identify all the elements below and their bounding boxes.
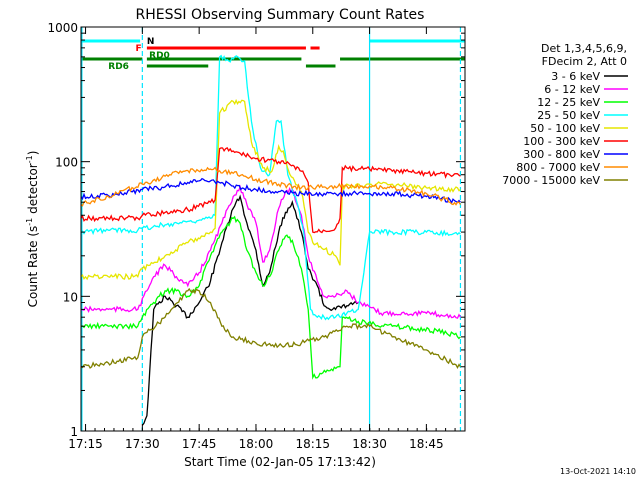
x-axis-title: Start Time (02-Jan-05 17:13:42) [184, 455, 376, 469]
series-line-2 [80, 215, 461, 380]
footer-date: 13-Oct-2021 14:10 [560, 467, 636, 476]
legend-label-6: 300 - 800 keV [523, 148, 600, 161]
x-tick-label-6: 18:45 [409, 437, 444, 451]
flag-bars: NF RD0 RD6 [81, 37, 465, 72]
y-axis-title: Count Rate (s-1 detector-1) [25, 151, 40, 308]
series-line-7 [80, 166, 462, 207]
y-axis-ticks: 1 10 100 1000 [47, 21, 465, 439]
y-axis-title-main: Count Rate (s [26, 226, 40, 308]
series-line-6 [80, 177, 461, 205]
y-axis-title-sup2: -1 [25, 155, 34, 163]
x-tick-label-1: 17:30 [125, 437, 160, 451]
x-tick-label-0: 17:15 [68, 437, 103, 451]
series-line-4 [80, 98, 461, 281]
flag-label-rd6: RD6 [108, 62, 129, 72]
series-lines [80, 54, 462, 426]
y-tick-label-1: 10 [63, 290, 78, 304]
y-axis-title-end: ) [26, 151, 40, 156]
flag-label-f: F [136, 44, 142, 54]
series-line-5 [80, 147, 461, 234]
legend-label-5: 100 - 300 keV [523, 135, 600, 148]
series-line-3 [80, 54, 461, 321]
flag-label-n: N [147, 37, 155, 47]
legend-label-0: 3 - 6 keV [551, 70, 600, 83]
legend-label-2: 12 - 25 keV [537, 96, 600, 109]
legend-label-8: 7000 - 15000 keV [502, 174, 600, 187]
y-axis-title-sup1: -1 [25, 218, 34, 226]
y-axis-title-mid: detector [26, 163, 40, 218]
plot-frame [80, 26, 466, 432]
chart-title: RHESSI Observing Summary Count Rates [136, 7, 425, 23]
x-axis-ticks: 17:15 17:30 17:45 18:00 18:15 18:30 18:45 [68, 27, 456, 451]
series-line-0 [141, 194, 359, 426]
legend-label-7: 800 - 7000 keV [516, 161, 600, 174]
vertical-markers [81, 27, 462, 431]
legend-label-3: 25 - 50 keV [537, 109, 600, 122]
y-tick-label-0: 1 [70, 425, 78, 439]
y-tick-label-3: 1000 [47, 21, 78, 35]
legend-heading-detectors: Det 1,3,4,5,6,9, [541, 42, 627, 55]
legend-heading-decimation: FDecim 2, Att 0 [542, 55, 627, 68]
x-tick-label-2: 17:45 [182, 437, 217, 451]
y-tick-label-2: 100 [55, 156, 78, 170]
x-tick-label-4: 18:15 [295, 437, 330, 451]
legend-label-4: 50 - 100 keV [530, 122, 600, 135]
flag-label-rd0: RD0 [149, 51, 170, 61]
x-tick-label-3: 18:00 [239, 437, 274, 451]
legend-label-1: 6 - 12 keV [544, 83, 600, 96]
x-tick-label-5: 18:30 [352, 437, 387, 451]
series-line-8 [80, 287, 462, 370]
series-line-1 [80, 184, 462, 319]
